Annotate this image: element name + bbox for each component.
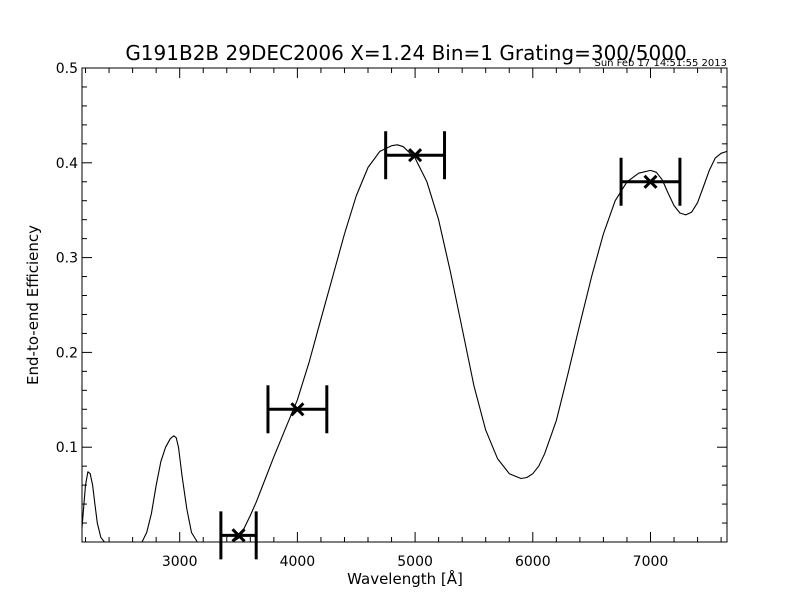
- efficiency-curve: [81, 144, 728, 543]
- point-marker: [231, 528, 246, 543]
- measurement-point: [619, 157, 682, 206]
- x-tick-label: 4000: [280, 554, 316, 570]
- point-marker: [290, 402, 305, 417]
- point-marker: [643, 174, 658, 189]
- y-tick-label: 0.4: [56, 156, 78, 172]
- axis-ticks: [82, 67, 727, 542]
- axis-tick-labels: 3000 4000 5000 6000 7000 0.1 0.2 0.3 0.4 0.5: [56, 61, 669, 570]
- y-tick-label: 0.3: [56, 251, 78, 267]
- timestamp-label: Sun Feb 17 14:51:55 2013: [594, 58, 727, 69]
- plot-frame: [81, 67, 728, 543]
- measurement-point: [219, 511, 258, 560]
- measurement-point: [266, 385, 329, 434]
- x-tick-label: 5000: [397, 554, 433, 570]
- measurement-points: [219, 131, 682, 560]
- series-layer: [81, 144, 728, 543]
- chart-title: G191B2B 29DEC2006 X=1.24 Bin=1 Grating=3…: [125, 41, 686, 65]
- x-tick-label: 6000: [515, 554, 551, 570]
- y-axis-label: End-to-end Efficiency: [24, 225, 42, 385]
- y-tick-label: 0.2: [56, 345, 78, 361]
- y-tick-label: 0.1: [56, 440, 78, 456]
- point-marker: [408, 148, 423, 163]
- x-tick-label: 3000: [162, 554, 198, 570]
- x-tick-label: 7000: [633, 554, 669, 570]
- measurement-point: [384, 131, 447, 180]
- x-axis-label: Wavelength [Å]: [347, 569, 463, 588]
- y-tick-label: 0.5: [56, 61, 78, 77]
